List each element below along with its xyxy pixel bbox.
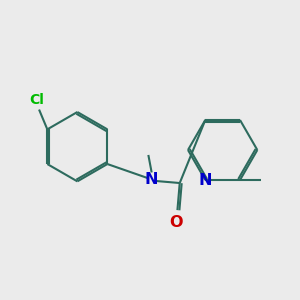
- Text: N: N: [199, 172, 212, 188]
- Text: N: N: [145, 172, 158, 187]
- Text: Cl: Cl: [29, 93, 44, 107]
- Text: O: O: [169, 215, 182, 230]
